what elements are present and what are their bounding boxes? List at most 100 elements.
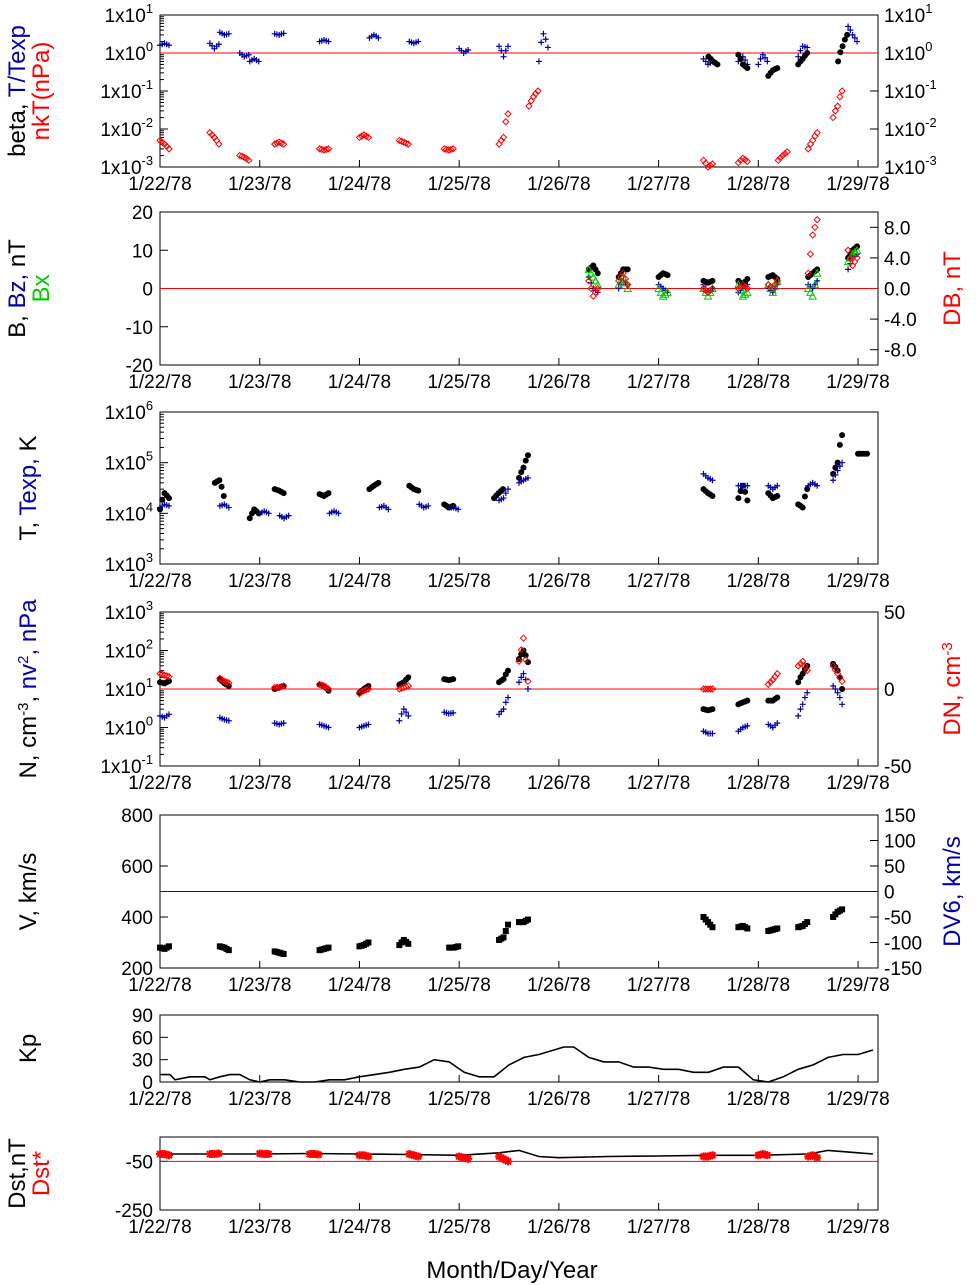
x-tick-label: 1/24/78 (328, 372, 391, 393)
data-point (522, 656, 530, 664)
data-point (743, 157, 752, 166)
data-point (449, 145, 457, 153)
x-tick-label: 1/23/78 (228, 975, 291, 996)
data-point (708, 160, 717, 168)
data-point (834, 467, 841, 474)
data-point (324, 685, 333, 693)
data-point (165, 678, 172, 685)
data-point (279, 140, 288, 148)
data-point (324, 145, 333, 153)
panel-5: 800 600 400 200 150 100 50 0 -50 -100 -150 1/22/78 1… (15, 806, 966, 996)
data-point (801, 493, 808, 500)
data-point (813, 128, 821, 137)
x-tick-label: 1/22/78 (128, 773, 191, 794)
data-point (709, 277, 716, 284)
data-point (165, 943, 172, 950)
data-point (447, 145, 455, 154)
data-point (839, 686, 846, 692)
data-point (804, 44, 811, 51)
data-point (846, 254, 855, 262)
data-point (594, 270, 601, 277)
data-point (322, 145, 330, 154)
data-point (156, 669, 164, 678)
data-point (165, 145, 173, 153)
x-tick-label: 1/24/78 (328, 1217, 391, 1238)
data-point (534, 87, 542, 95)
data-point (225, 717, 232, 724)
data-point (594, 289, 601, 296)
y-right-axis-label: DB, nT (939, 251, 966, 326)
data-point (708, 685, 717, 693)
data-point (502, 118, 510, 126)
data-point (518, 674, 525, 681)
plot-frame (159, 411, 879, 565)
data-point (504, 110, 512, 118)
x-tick-label: 1/25/78 (427, 1089, 490, 1110)
data-point (744, 482, 751, 489)
data-point (810, 280, 820, 289)
data-point (405, 674, 412, 681)
data-point (740, 289, 750, 298)
data-point (159, 496, 166, 503)
data-point (165, 502, 172, 509)
data-point (542, 36, 549, 43)
data-point (255, 58, 262, 65)
data-point (522, 652, 529, 659)
data-point (275, 138, 283, 146)
y-axis-label: N, cm-3, nv2, nPa (15, 599, 43, 779)
data-point (400, 706, 407, 713)
data-point (400, 138, 408, 146)
data-point (623, 283, 633, 292)
data-point (619, 269, 627, 277)
data-point (245, 156, 253, 165)
y-tick-label: 600 (121, 857, 153, 878)
data-point (398, 710, 405, 717)
data-point (500, 495, 507, 502)
data-point (656, 287, 666, 296)
y-right-axis-label: DV6, km/s (939, 836, 966, 947)
panel-4: 1x103 1x102 1x101 1x100 1x10-1 50 0 -50 1/22/78 1… (15, 598, 967, 794)
data-point (831, 107, 840, 115)
y-right-tick-label: -50 (884, 757, 911, 778)
data-point (849, 31, 856, 38)
data-point (325, 944, 332, 951)
y-right-axis-label: DN, cm-3 (939, 642, 967, 735)
data-point (763, 1151, 772, 1160)
y-right-tick-label: -150 (884, 959, 922, 980)
data-point (516, 679, 522, 686)
data-point (804, 50, 811, 56)
data-point (497, 136, 506, 145)
x-tick-label: 1/25/78 (427, 372, 490, 393)
y-tick-label: 1x10-1 (100, 77, 153, 103)
data-point (813, 215, 821, 224)
data-point (164, 1151, 173, 1160)
x-tick-label: 1/25/78 (427, 1217, 490, 1238)
data-point (806, 287, 815, 296)
y-right-tick-label: 4.0 (884, 249, 910, 270)
data-point (517, 646, 525, 654)
x-tick-label: 1/23/78 (228, 571, 291, 592)
data-point (404, 140, 413, 148)
data-point (222, 678, 231, 686)
data-point (225, 504, 232, 511)
data-point (836, 441, 843, 448)
data-point (165, 711, 172, 718)
series-star (156, 1149, 822, 1166)
x-tick-label: 1/29/78 (826, 174, 889, 195)
panel-1: 1x101 1x100 1x10-1 1x10-2 1x10-3 1x101 1x100 1x… (4, 1, 937, 195)
data-point (852, 245, 862, 254)
y-tick-label: -20 (126, 356, 153, 377)
data-point (839, 43, 846, 50)
x-tick-label: 1/27/78 (627, 174, 690, 195)
y-axis-label: T, Texp, K (15, 436, 42, 541)
data-point (246, 515, 253, 522)
data-point (225, 679, 233, 687)
y-right-tick-label: 50 (884, 857, 905, 878)
data-point (594, 284, 602, 293)
data-point (759, 51, 766, 58)
y-tick-label: 1x101 (105, 675, 153, 701)
data-point (845, 23, 852, 30)
y-tick-label: 800 (121, 806, 153, 827)
data-point (502, 699, 509, 706)
